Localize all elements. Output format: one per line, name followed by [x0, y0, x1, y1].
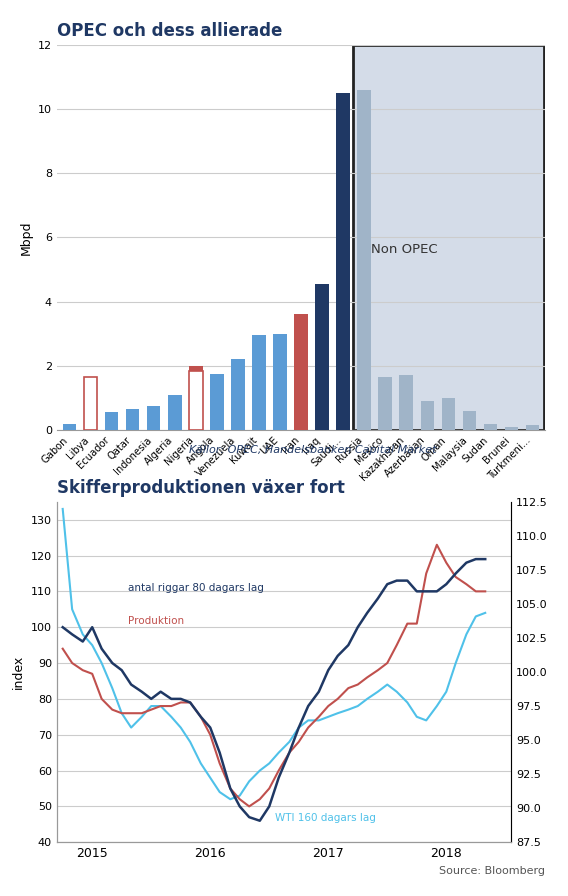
- Bar: [62, 424, 76, 430]
- Bar: [126, 409, 139, 430]
- Text: Produktion: Produktion: [128, 616, 183, 625]
- Text: Skifferproduktionen växer fort: Skifferproduktionen växer fort: [57, 479, 345, 497]
- Bar: [168, 395, 182, 430]
- Bar: [210, 374, 224, 430]
- Bar: [353, 45, 544, 430]
- Text: Source: Bloomberg: Source: Bloomberg: [439, 866, 545, 876]
- Bar: [189, 366, 203, 430]
- Text: OPEC och dess allierade: OPEC och dess allierade: [57, 22, 282, 40]
- Bar: [505, 426, 519, 430]
- Text: WTI 160 dagars lag: WTI 160 dagars lag: [275, 813, 376, 823]
- Bar: [231, 359, 245, 430]
- Bar: [378, 377, 392, 430]
- Bar: [441, 398, 456, 430]
- Text: Non OPEC: Non OPEC: [370, 244, 437, 256]
- Text: Källor: OPEC, Handelsbanken Capital Market: Källor: OPEC, Handelsbanken Capital Mark…: [189, 445, 436, 455]
- Bar: [463, 410, 477, 430]
- Bar: [273, 334, 287, 430]
- Y-axis label: index: index: [12, 655, 25, 689]
- Y-axis label: Mbpd: Mbpd: [19, 220, 32, 254]
- Bar: [83, 377, 97, 430]
- Bar: [294, 314, 308, 430]
- Bar: [83, 379, 97, 430]
- Bar: [484, 424, 498, 430]
- Bar: [336, 93, 350, 430]
- Y-axis label: USA oljeproduktion: USA oljeproduktion: [567, 618, 568, 726]
- Bar: [189, 371, 203, 430]
- Bar: [399, 375, 413, 430]
- Bar: [357, 90, 371, 430]
- Bar: [252, 335, 266, 430]
- Bar: [147, 406, 161, 430]
- Text: antal riggar 80 dagars lag: antal riggar 80 dagars lag: [128, 583, 264, 593]
- Bar: [105, 412, 118, 430]
- Bar: [420, 401, 434, 430]
- Bar: [315, 284, 329, 430]
- Bar: [526, 426, 540, 430]
